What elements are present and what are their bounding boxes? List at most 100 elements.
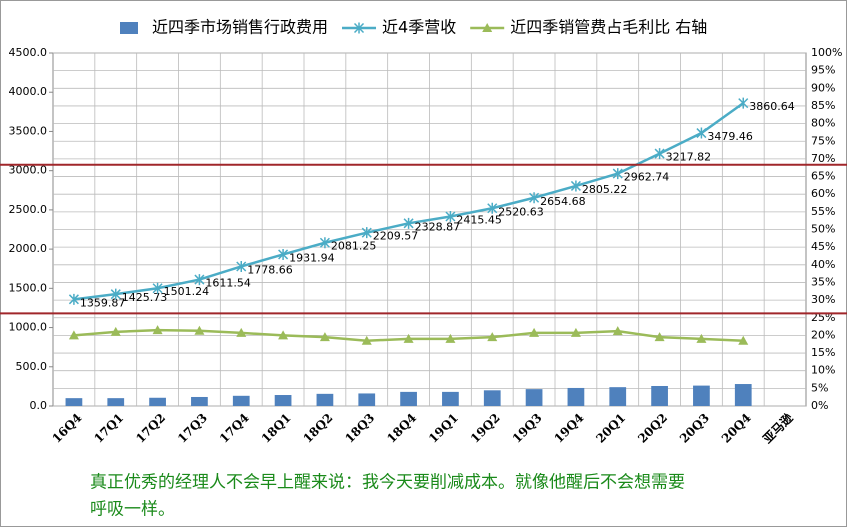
- line-marker: [68, 293, 79, 305]
- line-marker: [110, 326, 121, 336]
- y2-tick-label: 70%: [811, 152, 835, 165]
- line-marker: [696, 127, 707, 139]
- bar: [442, 391, 459, 406]
- y-tick-label: 3500.0: [9, 124, 48, 137]
- y-tick-label: 2000.0: [9, 242, 48, 255]
- bar: [107, 398, 125, 406]
- data-label: 1501.24: [164, 285, 210, 298]
- y2-tick-label: 100%: [811, 46, 842, 59]
- line-marker: [529, 192, 540, 204]
- line-marker: [152, 282, 163, 294]
- y-tick-label: 4000.0: [9, 85, 48, 98]
- data-label: 3479.46: [707, 130, 753, 143]
- line-marker: [68, 330, 79, 340]
- bar: [651, 385, 668, 406]
- bar: [400, 391, 417, 406]
- line-marker: [152, 325, 163, 335]
- y2-tick-label: 20%: [811, 328, 835, 341]
- y2-tick-label: 40%: [811, 258, 835, 271]
- bar: [609, 387, 627, 406]
- y2-tick-label: 90%: [811, 81, 835, 94]
- bar: [316, 393, 334, 406]
- line-marker: [612, 168, 623, 180]
- bar: [567, 387, 585, 406]
- footnote: 真正优秀的经理人不会早上醒来说：我今天要削减成本。就像他醒后不会想需要: [90, 473, 685, 493]
- data-label: 2805.22: [582, 183, 628, 196]
- legend-marker: [482, 23, 493, 32]
- legend-swatch: [120, 22, 138, 34]
- line-marker: [110, 288, 121, 300]
- line-marker: [278, 330, 289, 340]
- y-tick-label: 2500.0: [9, 203, 48, 216]
- line-marker: [236, 327, 247, 337]
- y-tick-label: 500.0: [16, 360, 48, 373]
- bar: [525, 389, 543, 406]
- line-marker: [445, 333, 456, 343]
- y2-tick-label: 30%: [811, 293, 835, 306]
- data-label: 2962.74: [624, 171, 670, 184]
- line-marker: [403, 217, 414, 229]
- data-label: 1931.94: [289, 251, 335, 264]
- data-label: 2081.25: [331, 240, 377, 253]
- y2-tick-label: 50%: [811, 223, 835, 236]
- bar: [358, 393, 376, 406]
- line-marker: [570, 327, 581, 337]
- line-marker: [654, 332, 665, 342]
- line-marker: [236, 260, 247, 272]
- line-marker: [612, 326, 623, 336]
- bar: [65, 398, 83, 406]
- legend-label: 近四季销管费占毛利比 右轴: [510, 18, 707, 37]
- y-tick-label: 1500.0: [9, 281, 48, 294]
- bar: [232, 395, 250, 406]
- legend-marker: [353, 22, 365, 34]
- y-tick-label: 3000.0: [9, 164, 48, 177]
- y2-tick-label: 95%: [811, 64, 835, 77]
- y2-tick-label: 75%: [811, 134, 835, 147]
- line-marker: [487, 202, 498, 214]
- line-marker: [487, 332, 498, 342]
- y2-tick-label: 0%: [811, 399, 828, 412]
- data-label: 1611.54: [205, 277, 251, 290]
- data-label: 2415.45: [456, 214, 502, 227]
- data-label: 3217.82: [666, 151, 712, 164]
- y2-tick-label: 35%: [811, 275, 835, 288]
- y2-tick-label: 55%: [811, 205, 835, 218]
- y2-tick-label: 85%: [811, 99, 835, 112]
- y2-tick-label: 5%: [811, 381, 828, 394]
- y-tick-label: 4500.0: [9, 46, 48, 59]
- bar: [191, 396, 208, 406]
- data-label: 1359.87: [80, 296, 126, 309]
- line-marker: [403, 333, 414, 343]
- footnote: 呼吸一样。: [90, 500, 175, 520]
- y2-tick-label: 15%: [811, 346, 835, 359]
- line-marker: [696, 333, 707, 343]
- data-label: 3860.64: [749, 100, 795, 113]
- data-label: 2654.68: [540, 195, 586, 208]
- line-marker: [445, 211, 456, 223]
- data-label: 2520.63: [498, 205, 544, 218]
- line-marker: [194, 325, 205, 335]
- y2-tick-label: 80%: [811, 117, 835, 130]
- line-marker: [278, 248, 289, 260]
- line-marker: [361, 335, 372, 345]
- line-marker: [570, 180, 581, 192]
- line-marker: [654, 148, 665, 160]
- y2-tick-label: 65%: [811, 170, 835, 183]
- y-tick-label: 0.0: [30, 399, 48, 412]
- bar: [483, 390, 501, 406]
- legend-label: 近4季营收: [382, 18, 456, 37]
- bar: [149, 397, 166, 406]
- bar: [693, 385, 710, 406]
- y2-tick-label: 60%: [811, 187, 835, 200]
- line-marker: [529, 327, 540, 337]
- y2-tick-label: 10%: [811, 364, 835, 377]
- data-label: 1425.73: [122, 291, 168, 304]
- data-label: 2328.87: [415, 220, 461, 233]
- bar: [274, 395, 292, 406]
- line-marker: [319, 237, 330, 249]
- y-tick-label: 1000.0: [9, 321, 48, 334]
- data-label: 2209.57: [373, 230, 419, 243]
- y2-tick-label: 45%: [811, 240, 835, 253]
- line-marker: [194, 274, 205, 286]
